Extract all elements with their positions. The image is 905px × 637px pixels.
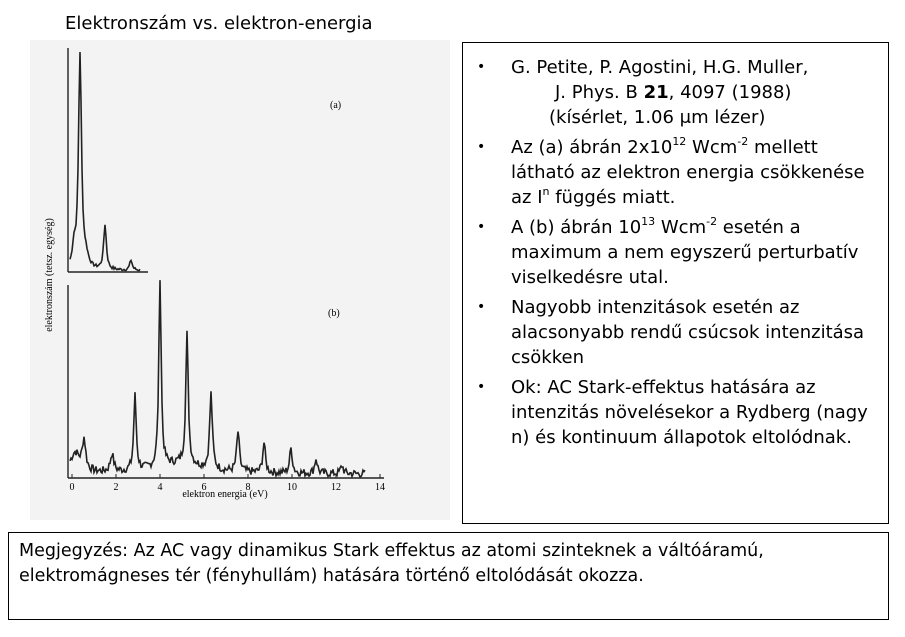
text: , 4097 (1988) [668, 82, 792, 103]
x-tick-label: 12 [331, 482, 341, 493]
bullet: G. Petite, P. Agostini, H.G. Muller, J. … [477, 55, 878, 130]
axes [67, 48, 384, 479]
text: függés miatt. [549, 187, 676, 208]
bullet-box: G. Petite, P. Agostini, H.G. Muller, J. … [462, 42, 889, 524]
bullet: A (b) ábrán 1013 Wcm-2 esetén a maximum … [477, 215, 878, 290]
spectrum-a [69, 51, 141, 272]
x-axis-label: elektron energia (eV) [182, 489, 267, 500]
x-tick-label: 14 [375, 482, 385, 493]
panel-label: (b) [328, 308, 340, 319]
text: J. Phys. B [555, 82, 644, 103]
spectrum-b [69, 280, 366, 479]
x-tick-label: 6 [202, 482, 207, 493]
text: -2 [737, 135, 749, 148]
text: J. Phys. B 21, 4097 (1988) [511, 80, 878, 105]
text: Wcm [686, 137, 738, 158]
x-tick-label: 8 [246, 482, 251, 493]
text: G. Petite, P. Agostini, H.G. Muller, [511, 57, 809, 78]
x-tick-label: 4 [158, 482, 163, 493]
scan-background [30, 40, 450, 520]
text: Wcm [655, 217, 707, 238]
x-tick-label: 0 [70, 482, 75, 493]
text: (kísérlet, 1.06 μm lézer) [549, 107, 766, 128]
text: Az (a) ábrán 2x10 [511, 137, 673, 158]
text: 21 [643, 82, 669, 103]
text: mellett látható az elektron energia csök… [511, 137, 865, 208]
text: A (b) ábrán 10 [511, 217, 642, 238]
note-box: Megjegyzés: Az AC vagy dinamikus Stark e… [8, 532, 889, 620]
slide-title: Elektronszám vs. elektron-energia [65, 13, 373, 34]
text: esetén a maximum a nem egyszerű perturba… [511, 217, 859, 288]
panel-label: (a) [330, 100, 341, 111]
bullet: Nagyobb intenzitások esetén az alacsonya… [477, 295, 878, 370]
x-tick-label: 2 [114, 482, 119, 493]
bullet: Az (a) ábrán 2x1012 Wcm-2 mellett láthat… [477, 135, 878, 210]
y-axis-label: elektronszám (tetsz. egység) [44, 218, 55, 332]
figure: (a) (b) elektron energia (eV) elektronsz… [30, 40, 450, 520]
text: 12 [672, 135, 687, 148]
text: -2 [706, 215, 718, 228]
x-tick-label: 10 [287, 482, 297, 493]
text: n [542, 185, 550, 198]
text: 13 [641, 215, 656, 228]
bullet: Ok: AC Stark-effektus hatására az intenz… [477, 375, 878, 450]
